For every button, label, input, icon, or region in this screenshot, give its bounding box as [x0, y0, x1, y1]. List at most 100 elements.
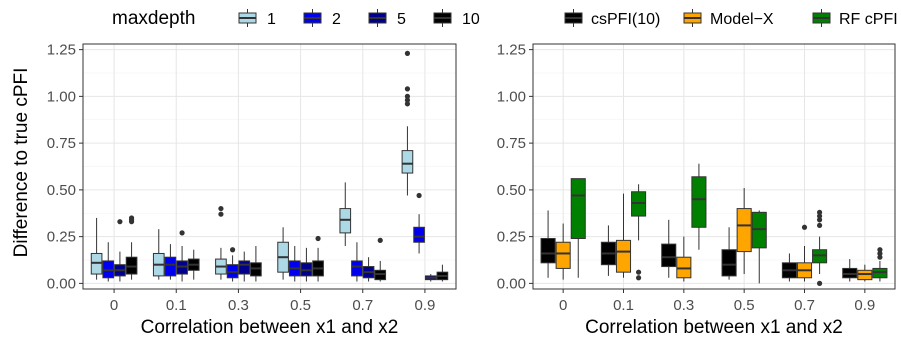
- box-2-0.1: [164, 244, 177, 280]
- legend-label: 5: [397, 11, 406, 28]
- outlier-point: [179, 230, 185, 236]
- outlier-point: [404, 50, 411, 56]
- box-RFcPFI-0.9: [872, 247, 888, 282]
- box-5-0.9: [424, 274, 437, 282]
- box-5-0.5: [300, 247, 313, 282]
- box-2-0.5: [288, 245, 301, 282]
- outlier-point: [218, 205, 224, 212]
- box-RFcPFI-0.1: [631, 184, 647, 281]
- legend-title: maxdepth: [112, 8, 195, 29]
- outlier-point: [218, 211, 224, 217]
- x-tick-label: 0.1: [166, 297, 187, 314]
- box-RFcPFI-0.5: [751, 210, 767, 284]
- x-tick-label: 0.7: [352, 297, 373, 314]
- outlier-point: [816, 222, 823, 229]
- outlier-point: [635, 275, 642, 281]
- box-10-0.1: [187, 249, 200, 280]
- legend: maxdepth 1 2 5 10: [112, 8, 480, 29]
- box-body: [540, 238, 556, 264]
- box-body: [351, 260, 363, 277]
- outlier-point: [404, 97, 411, 103]
- outlier-point: [377, 237, 383, 243]
- outlier-point: [877, 254, 883, 260]
- x-tick-label: 0.7: [794, 297, 815, 314]
- box-body: [401, 150, 414, 174]
- y-tick-label: 0.50: [47, 182, 76, 199]
- right-panel: 0.00 0.25 0.50 0.75 1.00 1.25 0 0.1 0.3 0.5 0.7 0.9…: [497, 9, 898, 337]
- box-2-0.7: [351, 242, 363, 282]
- box-5-0.3: [238, 251, 251, 282]
- box-1-0.3: [215, 205, 227, 280]
- box-ModelX-0.7: [796, 224, 813, 282]
- box-ModelX-0.1: [615, 193, 632, 278]
- outlier-point: [816, 209, 823, 215]
- outlier-point: [128, 215, 135, 221]
- box-body: [570, 178, 586, 240]
- box-ModelX-0.9: [857, 264, 873, 282]
- x-axis-title: Correlation between x1 and x2: [585, 317, 843, 337]
- box-body: [164, 256, 177, 277]
- box-csPFI10-0.9: [842, 259, 858, 282]
- outlier-point: [315, 235, 321, 242]
- box-5-0: [114, 219, 126, 282]
- y-tick-label: 1.25: [497, 42, 526, 59]
- box-1-0.7: [339, 182, 352, 246]
- legend-label: 1: [267, 11, 276, 28]
- x-tick-label: 0: [559, 297, 567, 314]
- x-tick-label: 0: [110, 297, 118, 314]
- box-2-0.9: [413, 192, 425, 254]
- legend-item: 2: [303, 9, 341, 28]
- outlier-point: [117, 219, 123, 225]
- outlier-point: [816, 280, 823, 286]
- panel-border: [532, 43, 896, 290]
- box-10-0.3: [250, 245, 262, 282]
- y-tick-label: 0.25: [497, 229, 526, 246]
- x-tick-label: 0.5: [734, 297, 755, 314]
- legend-label: Model−X: [710, 11, 774, 28]
- outlier-point: [416, 192, 422, 199]
- outlier-point: [877, 250, 883, 257]
- box-5-0.1: [176, 230, 188, 282]
- y-tick-label: 1.00: [497, 88, 526, 105]
- box-body: [736, 208, 752, 253]
- y-tick-label: 0.75: [497, 135, 526, 152]
- y-tick-label: 0.00: [47, 275, 76, 292]
- legend-item: 10: [433, 9, 480, 28]
- x-tick-label: 0.5: [290, 297, 311, 314]
- outlier-point: [816, 213, 823, 219]
- outlier-point: [404, 93, 411, 99]
- x-axis-title: Correlation between x1 and x2: [141, 317, 399, 337]
- box-2-0.3: [226, 247, 239, 282]
- outlier-point: [816, 217, 823, 223]
- box-body: [555, 241, 571, 269]
- box-csPFI10-0.1: [600, 225, 616, 276]
- left-panel: 0.00 0.25 0.50 0.75 1.00 1.25 0 0.1 0.3 0.5 0.7 0.9…: [11, 8, 480, 337]
- outlier-point: [404, 86, 411, 92]
- box-1-0.9: [401, 50, 414, 196]
- outlier-point: [635, 269, 642, 275]
- x-tick-label: 0.1: [613, 297, 634, 314]
- box-body: [661, 243, 677, 268]
- x-tick-label: 0.9: [414, 297, 435, 314]
- box-csPFI10-0.7: [781, 253, 797, 282]
- y-tick-label: 1.00: [47, 88, 76, 105]
- box-csPFI10-0.3: [661, 219, 677, 278]
- legend-label: RF cPFI: [839, 11, 898, 28]
- box-body: [413, 226, 425, 243]
- box-10-0.9: [436, 264, 449, 282]
- panel-border: [82, 43, 457, 290]
- legend-item: Model−X: [683, 9, 774, 28]
- x-tick-label: 0.9: [854, 297, 875, 314]
- box-RFcPFI-0.7: [812, 209, 828, 286]
- box-1-0.5: [277, 227, 289, 280]
- outlier-point: [877, 247, 883, 253]
- legend-label: csPFI(10): [591, 11, 660, 28]
- box-body: [238, 260, 251, 275]
- legend: csPFI(10) Model−X RF cPFI: [564, 9, 898, 28]
- legend-label: 2: [332, 11, 341, 28]
- legend-label: 10: [462, 11, 480, 28]
- box-1-0.1: [152, 229, 165, 280]
- y-axis-title: Difference to true cPFI: [11, 68, 32, 258]
- box-ModelX-0.5: [736, 188, 752, 275]
- legend-item: 1: [238, 9, 276, 28]
